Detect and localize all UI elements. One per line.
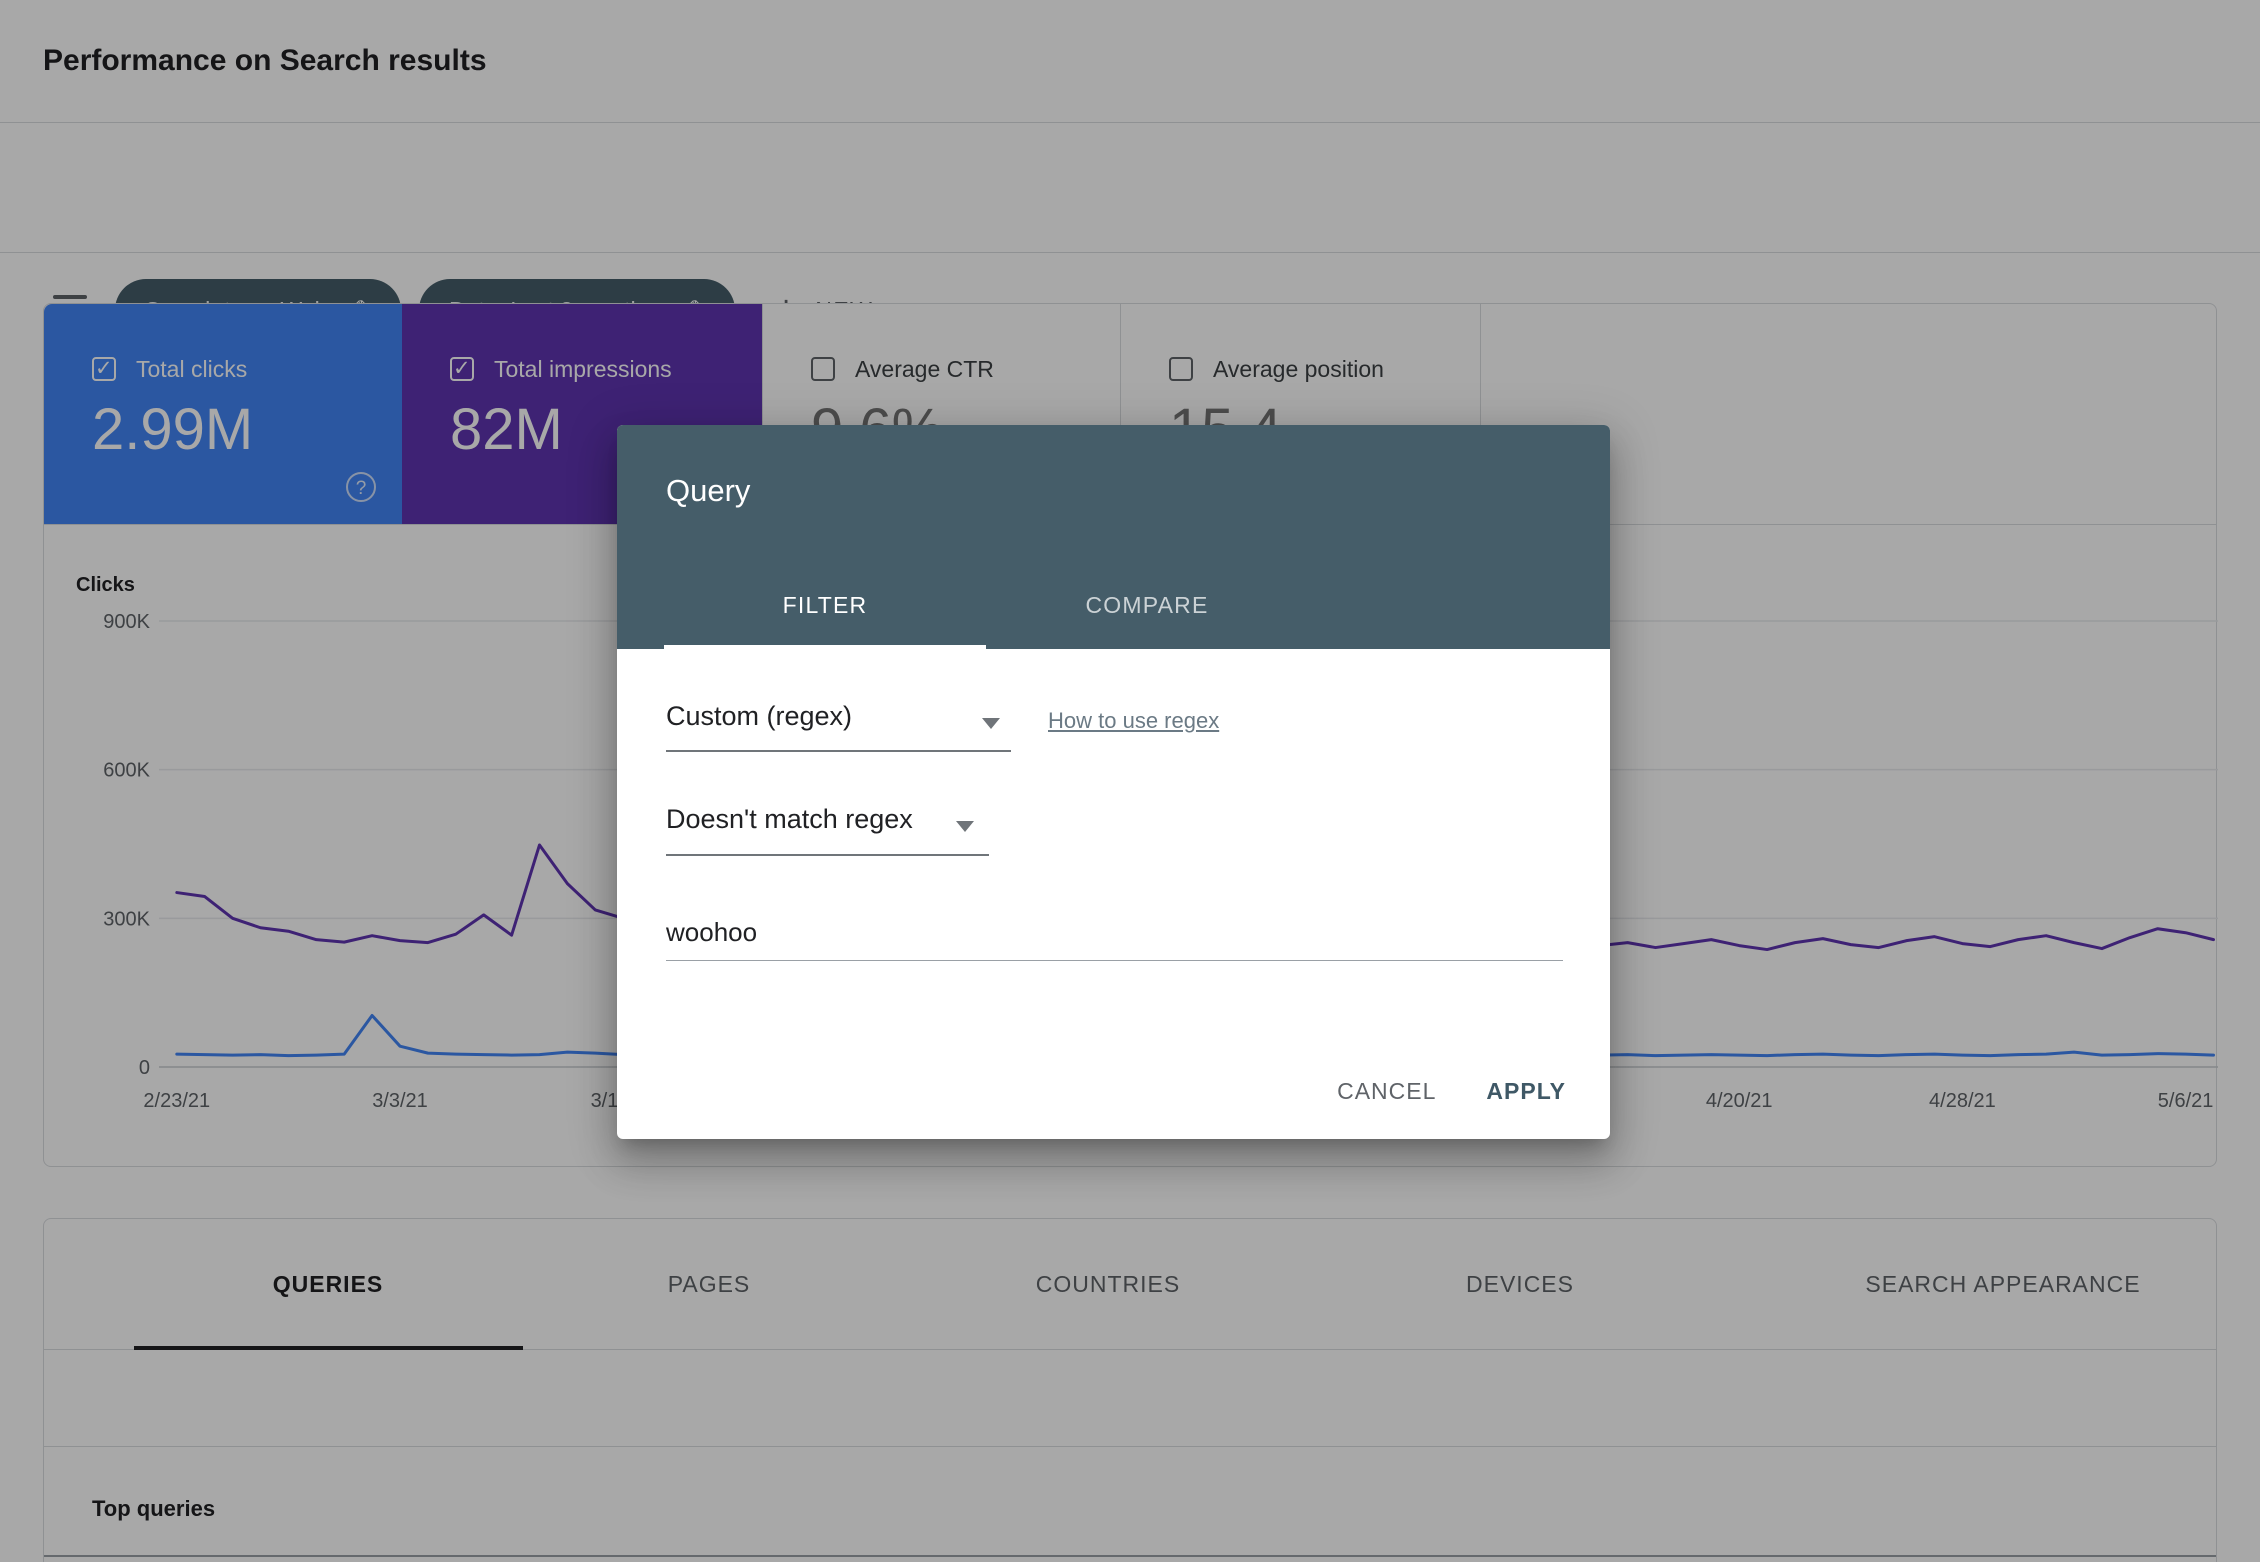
top-queries-header: Top queries	[92, 1496, 216, 1521]
svg-text:300K: 300K	[103, 908, 150, 930]
svg-text:600K: 600K	[103, 760, 150, 782]
average-ctr-checkbox[interactable]	[811, 357, 835, 381]
dropdown-arrow-icon	[956, 821, 974, 832]
svg-text:4/20/21: 4/20/21	[1706, 1090, 1773, 1112]
tile-label: Total impressions	[494, 356, 672, 382]
svg-text:2/23/21: 2/23/21	[143, 1090, 210, 1112]
app-header: Performance on Search results	[0, 0, 2260, 123]
total-impressions-value: 82M	[450, 397, 563, 462]
filter-type-select[interactable]: Custom (regex)	[666, 698, 1011, 752]
checkmark-icon: ✓	[453, 357, 471, 380]
chart-axis-title: Clicks	[76, 574, 135, 596]
tab-countries[interactable]: COUNTRIES	[1035, 1270, 1181, 1297]
tab-devices[interactable]: DEVICES	[1466, 1270, 1574, 1297]
active-tab-underline	[134, 1346, 523, 1350]
dialog-actions: CANCEL APPLY	[1319, 1067, 1584, 1115]
dropdown-arrow-icon	[982, 718, 1000, 729]
cancel-button[interactable]: CANCEL	[1319, 1068, 1454, 1115]
query-filter-dialog: Query FILTER COMPARE Custom (regex) How …	[617, 425, 1610, 1139]
regex-help-link[interactable]: How to use regex	[1048, 708, 1220, 733]
metric-tiles-row: ✓ Total clicks 2.99M ? ✓ Total impressio…	[44, 304, 2216, 525]
svg-text:3/3/21: 3/3/21	[372, 1090, 428, 1112]
dialog-tabs: FILTER COMPARE	[664, 561, 1308, 649]
dialog-tab-compare[interactable]: COMPARE	[1085, 591, 1209, 618]
filter-bar-line	[53, 295, 87, 299]
total-clicks-tile[interactable]: ✓ Total clicks 2.99M ?	[44, 304, 402, 524]
svg-text:4/28/21: 4/28/21	[1929, 1090, 1996, 1112]
help-circle-icon[interactable]: ?	[346, 472, 376, 502]
dimensions-table-card: QUERIES PAGES COUNTRIES DEVICES SEARCH A…	[43, 1218, 2217, 1562]
match-type-select[interactable]: Doesn't match regex	[666, 801, 989, 856]
total-impressions-checkbox[interactable]: ✓	[450, 357, 474, 381]
dialog-title: Query	[666, 473, 751, 508]
checkmark-icon: ✓	[95, 357, 113, 380]
page-title: Performance on Search results	[43, 44, 487, 77]
regex-value-input[interactable]	[666, 905, 1563, 961]
dialog-header: Query FILTER COMPARE	[617, 425, 1610, 649]
total-clicks-value: 2.99M	[92, 397, 254, 462]
tab-pages[interactable]: PAGES	[667, 1270, 751, 1297]
svg-text:0: 0	[139, 1057, 150, 1079]
tile-label: Average CTR	[855, 356, 994, 382]
svg-text:900K: 900K	[103, 611, 150, 633]
svg-text:5/6/21: 5/6/21	[2158, 1090, 2214, 1112]
table-toolbar-strip	[44, 1349, 2216, 1447]
match-type-value: Doesn't match regex	[666, 804, 913, 834]
tile-label: Average position	[1213, 356, 1384, 382]
apply-button[interactable]: APPLY	[1468, 1068, 1584, 1115]
total-clicks-checkbox[interactable]: ✓	[92, 357, 116, 381]
average-position-checkbox[interactable]	[1169, 357, 1193, 381]
tab-search-appearance[interactable]: SEARCH APPEARANCE	[1865, 1270, 2141, 1297]
table-header-row: Top queries	[44, 1446, 2216, 1557]
dialog-tab-filter[interactable]: FILTER	[664, 561, 986, 649]
filter-type-value: Custom (regex)	[666, 701, 853, 731]
tile-label: Total clicks	[136, 356, 248, 382]
tab-queries[interactable]: QUERIES	[272, 1270, 384, 1297]
dimension-tabs-row: QUERIES PAGES COUNTRIES DEVICES SEARCH A…	[44, 1219, 2216, 1350]
